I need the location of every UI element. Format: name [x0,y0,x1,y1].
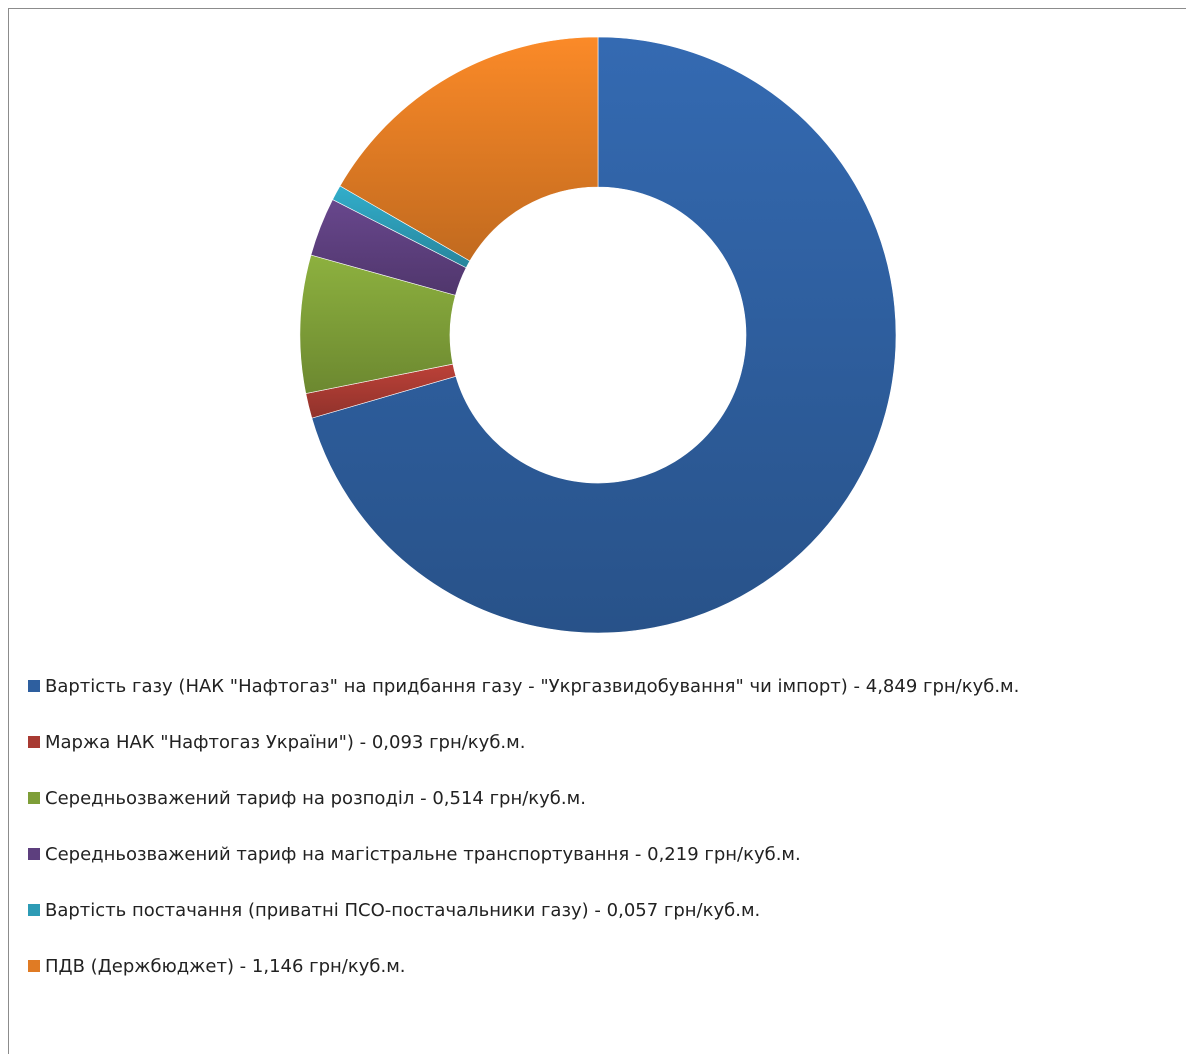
legend-item-5: Вартість постачання (приватні ПСО-постач… [28,882,1186,938]
donut-chart [299,36,897,634]
legend-item-6: ПДВ (Держбюджет) - 1,146 грн/куб.м. [28,938,1186,994]
legend-swatch-2 [28,736,40,748]
legend-swatch-5 [28,904,40,916]
donut-slice-6 [339,36,599,262]
legend-swatch-3 [28,792,40,804]
legend-item-4: Середньозважений тариф на магістральне т… [28,826,1186,882]
legend-item-1: Вартість газу (НАК "Нафтогаз" на придбан… [28,658,1186,714]
donut-slice-1 [311,36,897,634]
legend-swatch-1 [28,680,40,692]
legend-label-4: Середньозважений тариф на магістральне т… [45,843,801,865]
legend-label-5: Вартість постачання (приватні ПСО-постач… [45,899,761,921]
legend-item-3: Середньозважений тариф на розподіл - 0,5… [28,770,1186,826]
legend-label-3: Середньозважений тариф на розподіл - 0,5… [45,787,586,809]
legend-label-6: ПДВ (Держбюджет) - 1,146 грн/куб.м. [45,955,406,977]
legend-swatch-6 [28,960,40,972]
legend-label-2: Маржа НАК "Нафтогаз України") - 0,093 гр… [45,731,526,753]
legend-swatch-4 [28,848,40,860]
legend: Вартість газу (НАК "Нафтогаз" на придбан… [28,658,1186,994]
legend-label-1: Вартість газу (НАК "Нафтогаз" на придбан… [45,675,1020,697]
legend-item-2: Маржа НАК "Нафтогаз України") - 0,093 гр… [28,714,1186,770]
